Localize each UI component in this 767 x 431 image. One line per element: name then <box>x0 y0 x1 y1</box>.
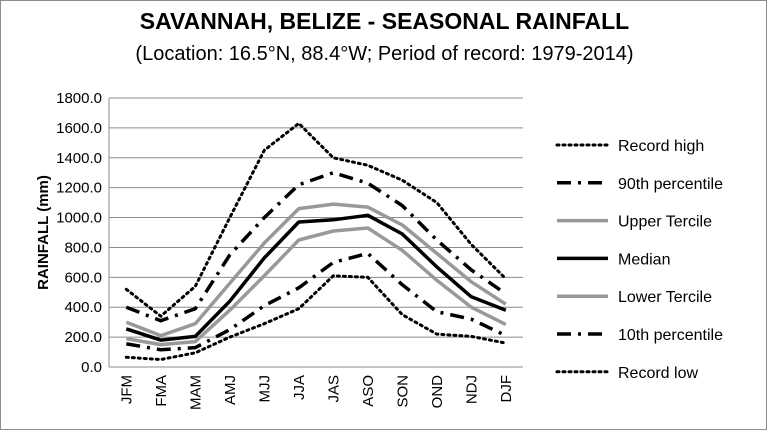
x-tick-label: MAM <box>187 375 204 410</box>
x-tick-label: MJJ <box>256 375 273 403</box>
legend-label: 90th percentile <box>618 176 723 193</box>
series-line <box>125 170 507 323</box>
chart-subtitle: (Location: 16.5°N, 88.4°W; Period of rec… <box>135 43 634 65</box>
x-tick-label: SON <box>394 375 411 408</box>
series-line <box>126 226 507 347</box>
y-tick-label: 1400.0 <box>56 150 102 167</box>
x-tick-label: JFM <box>118 375 135 404</box>
y-tick-label: 600.0 <box>64 269 102 286</box>
series-line <box>124 274 508 361</box>
legend: Record high 90th percentile Upper Tercile M… <box>555 138 723 382</box>
legend-label: 10th percentile <box>618 327 723 344</box>
x-tick-labels: JFM FMA MAM AMJ MJJ JJA JAS ASO SON OND NDJ DJF <box>118 375 515 410</box>
legend-label: Upper Tercile <box>618 214 712 231</box>
x-tick-label: DJF <box>498 375 515 403</box>
legend-label: Record low <box>618 365 698 382</box>
series-line <box>126 251 507 352</box>
y-tick-label: 400.0 <box>64 299 102 316</box>
x-tick-label: JJA <box>291 375 308 400</box>
y-tick-label: 1000.0 <box>56 210 102 227</box>
y-tick-label: 200.0 <box>64 329 102 346</box>
series-line <box>125 202 507 338</box>
legend-label: Record high <box>618 138 704 155</box>
x-tick-label: NDJ <box>463 375 480 404</box>
y-tick-label: 1200.0 <box>56 180 102 197</box>
x-tick-label: OND <box>429 375 446 409</box>
series-lines <box>124 121 508 361</box>
y-tick-label: 1800.0 <box>56 90 102 107</box>
gridlines <box>108 97 523 368</box>
series-line <box>124 121 508 318</box>
legend-label: Lower Tercile <box>618 289 712 306</box>
x-tick-label: JAS <box>325 375 342 403</box>
y-axis-label: RAINFALL (mm) <box>35 175 52 290</box>
y-tick-label: 0.0 <box>81 359 102 376</box>
y-tick-label: 800.0 <box>64 239 102 256</box>
x-tick-label: FMA <box>153 375 170 407</box>
chart-title: SAVANNAH, BELIZE - SEASONAL RAINFALL <box>139 8 630 34</box>
legend-label: Median <box>618 251 670 268</box>
x-tick-label: AMJ <box>222 375 239 405</box>
x-tick-label: ASO <box>360 375 377 407</box>
series-line <box>125 213 507 342</box>
y-tick-labels: 0.0 200.0 400.0 600.0 800.0 1000.0 1200.0 1400.… <box>56 90 102 376</box>
y-tick-label: 1600.0 <box>56 120 102 137</box>
